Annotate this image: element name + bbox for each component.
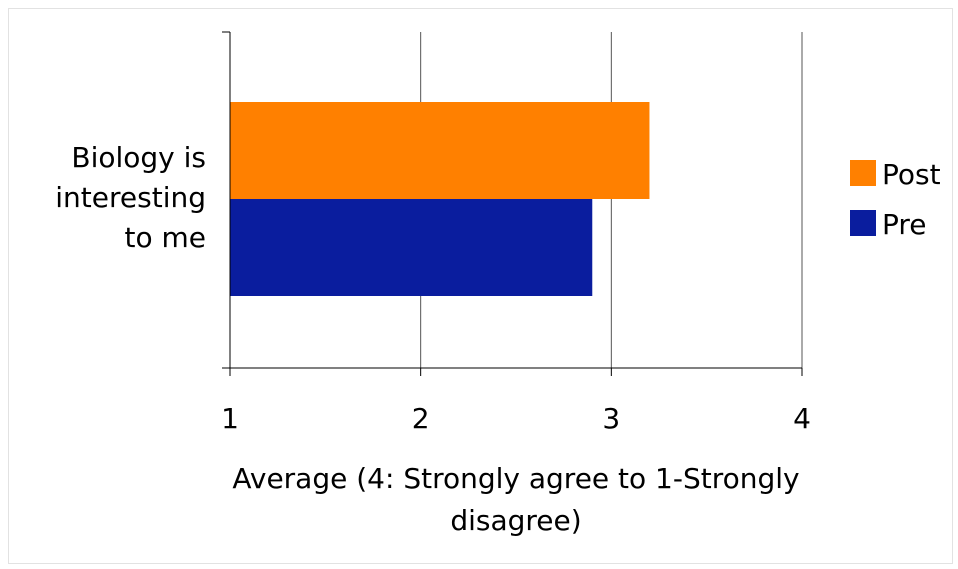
legend-swatch-post [850, 160, 876, 186]
category-label-line-0: Biology is [71, 141, 206, 174]
legend: Post Pre [850, 158, 941, 241]
x-tick-label-2: 2 [412, 402, 430, 435]
bars [230, 102, 650, 296]
axes [222, 31, 803, 376]
labels: 1 2 3 4 Biology is interesting to me Average (4… [55, 141, 811, 537]
x-tick-label-1: 1 [221, 402, 239, 435]
legend-swatch-pre [850, 210, 876, 236]
x-axis-title-line-1: disagree) [450, 504, 581, 537]
bar-pre-0 [230, 199, 593, 296]
bar-post-0 [230, 102, 650, 199]
legend-label-post: Post [882, 158, 941, 191]
legend-label-pre: Pre [882, 208, 927, 241]
category-label-line-1: interesting [55, 181, 206, 214]
x-tick-label-4: 4 [793, 402, 811, 435]
x-axis-title-line-0: Average (4: Strongly agree to 1-Strongly [232, 462, 799, 495]
x-tick-label-3: 3 [602, 402, 620, 435]
category-label-line-2: to me [124, 221, 206, 254]
